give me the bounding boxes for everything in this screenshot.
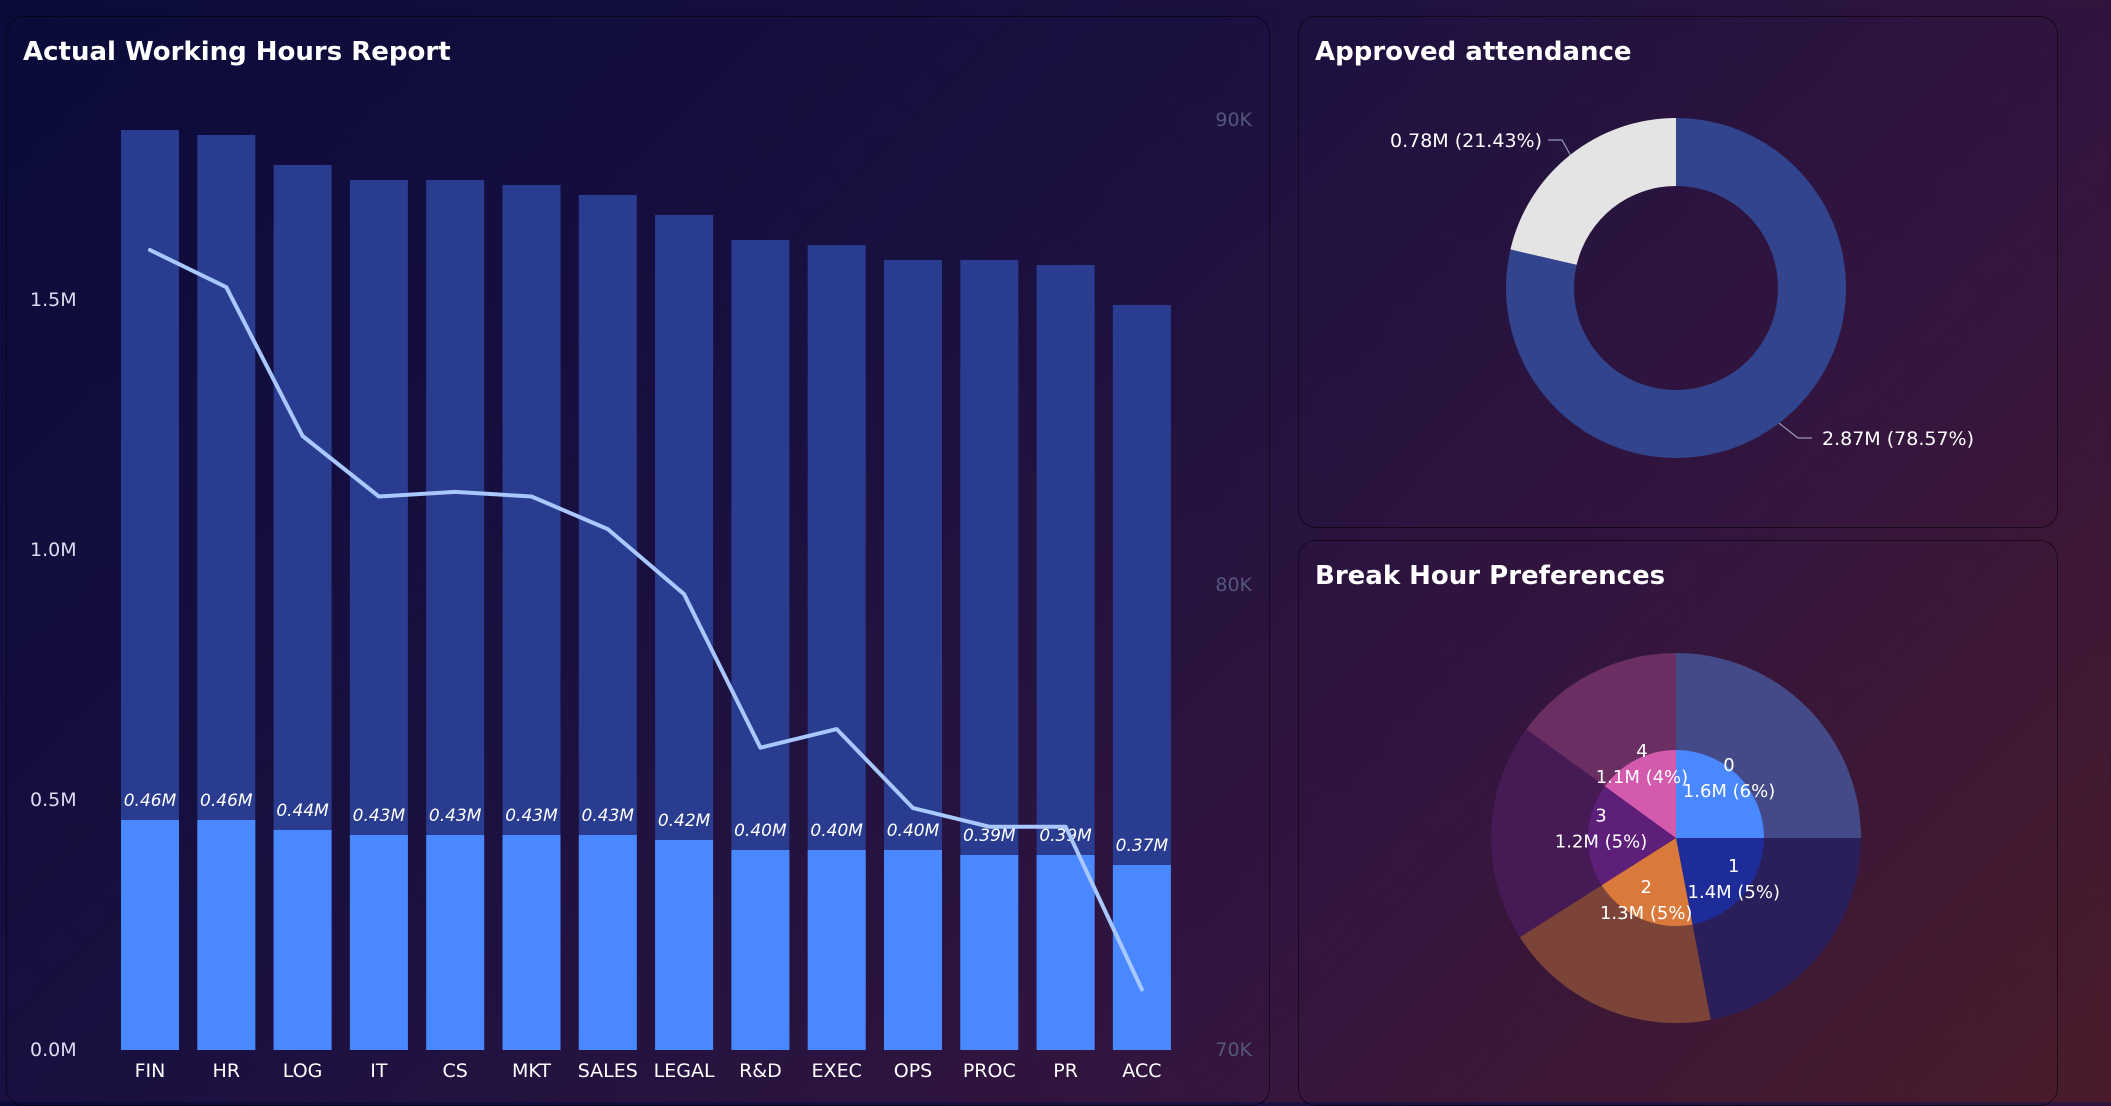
highlight-bar: [197, 820, 256, 1050]
bar-data-label: 0.37M: [1116, 836, 1169, 856]
pie-slice-value-label: 1.4M (5%): [1688, 882, 1780, 903]
x-axis-tick-label: PR: [1053, 1060, 1078, 1082]
y2-axis-tick-label: 80K: [1215, 574, 1252, 596]
inner-pie-slice: [1601, 838, 1693, 926]
x-axis-tick-label: FIN: [135, 1060, 166, 1082]
highlight-bar: [426, 835, 485, 1050]
bar-data-label: 0.39M: [1039, 826, 1092, 846]
bar-data-label: 0.42M: [658, 811, 711, 831]
highlight-bar: [349, 835, 408, 1050]
y-axis-tick-label: 0.0M: [30, 1039, 77, 1061]
attendance-donut-chart: 0.78M (21.43%) 2.87M (78.57%): [1390, 118, 1974, 459]
pie-slice-value-label: 1.6M (6%): [1683, 781, 1775, 802]
bar-data-label: 0.46M: [200, 791, 253, 811]
pie-slice-id-label: 3: [1595, 806, 1606, 827]
x-axis-tick-label: ACC: [1122, 1060, 1161, 1082]
highlight-bar: [1112, 865, 1171, 1050]
pie-slice-id-label: 1: [1728, 856, 1739, 877]
x-axis-tick-label: LEGAL: [654, 1060, 715, 1082]
attendance-title: Approved attendance: [1315, 37, 1632, 67]
bar-data-label: 0.43M: [429, 806, 482, 826]
working-hours-title: Actual Working Hours Report: [23, 37, 451, 67]
bar-data-label: 0.40M: [734, 821, 787, 841]
pie-slice-id-label: 2: [1640, 877, 1651, 898]
bar-data-label: 0.40M: [887, 821, 940, 841]
pie-slice-value-label: 1.1M (4%): [1596, 767, 1688, 788]
y2-axis-tick-label: 90K: [1215, 109, 1252, 131]
x-axis-tick-label: LOG: [283, 1060, 323, 1082]
bar-data-label: 0.46M: [124, 791, 177, 811]
highlight-bar: [121, 820, 179, 1050]
highlight-bar: [273, 830, 332, 1050]
bar-data-label: 0.40M: [810, 821, 863, 841]
breaks-title: Break Hour Preferences: [1315, 561, 1666, 591]
x-axis-tick-label: R&D: [739, 1060, 782, 1082]
highlight-bar: [578, 835, 637, 1050]
y-axis-tick-label: 1.5M: [30, 289, 77, 311]
inner-pie-slice: [1604, 750, 1676, 838]
inner-pie-slice: [1588, 786, 1676, 886]
highlight-bar: [884, 850, 942, 1050]
pie-slice-id-label: 4: [1636, 741, 1647, 762]
highlight-bar: [1036, 855, 1095, 1050]
highlight-bar: [960, 855, 1019, 1050]
line-series: [148, 248, 1144, 992]
break-hours-pie-chart: 0 1.6M (6%) 1 1.4M (5%) 2 1.3M (5%) 3 1.2M (5%)…: [1491, 653, 1861, 1023]
y-axis-tick-label: 0.5M: [30, 789, 77, 811]
pie-slice-value-label: 1.3M (5%): [1600, 903, 1692, 924]
bar-data-label: 0.44M: [276, 801, 329, 821]
x-axis-tick-label: CS: [443, 1060, 468, 1082]
highlight-bar: [502, 835, 561, 1050]
donut-label-other: 0.78M (21.43%): [1390, 130, 1542, 152]
y2-axis-tick-label: 70K: [1215, 1039, 1252, 1061]
working-hours-chart: 0.0M 0.5M 1.0M 1.5M 70K 80K 90K 0.46M FIN 0.46M HR…: [30, 108, 1253, 1082]
x-axis-tick-label: MKT: [512, 1060, 551, 1082]
highlight-bar: [731, 850, 790, 1050]
x-axis-tick-label: HR: [213, 1060, 241, 1082]
bar-data-label: 0.43M: [505, 806, 558, 826]
inner-pie-slice: [1676, 750, 1764, 838]
x-axis-tick-label: OPS: [894, 1060, 932, 1082]
y-axis-tick-label: 1.0M: [30, 539, 77, 561]
donut-label-main: 2.87M (78.57%): [1822, 428, 1974, 450]
x-axis-tick-label: PROC: [963, 1060, 1016, 1082]
bar-data-label: 0.39M: [963, 826, 1016, 846]
donut-slice-main: [1506, 118, 1846, 459]
inner-pie-slice: [1676, 838, 1764, 925]
highlight-bar: [807, 850, 866, 1050]
pie-slice-id-label: 0: [1723, 755, 1734, 776]
donut-leader-line: [1548, 139, 1571, 156]
bar-data-label: 0.43M: [582, 806, 635, 826]
donut-slice-other: [1510, 118, 1676, 265]
attendance-panel: Approved attendance: [1298, 16, 2058, 528]
x-axis-tick-label: SALES: [578, 1060, 638, 1082]
highlight-bar: [655, 840, 714, 1050]
outer-pie-slice: [1491, 729, 1676, 938]
donut-leader-line: [1778, 422, 1812, 439]
x-axis-tick-label: EXEC: [812, 1060, 862, 1082]
pie-slice-value-label: 1.2M (5%): [1555, 832, 1647, 853]
x-axis-tick-label: IT: [370, 1060, 388, 1082]
bar-data-label: 0.43M: [353, 806, 406, 826]
